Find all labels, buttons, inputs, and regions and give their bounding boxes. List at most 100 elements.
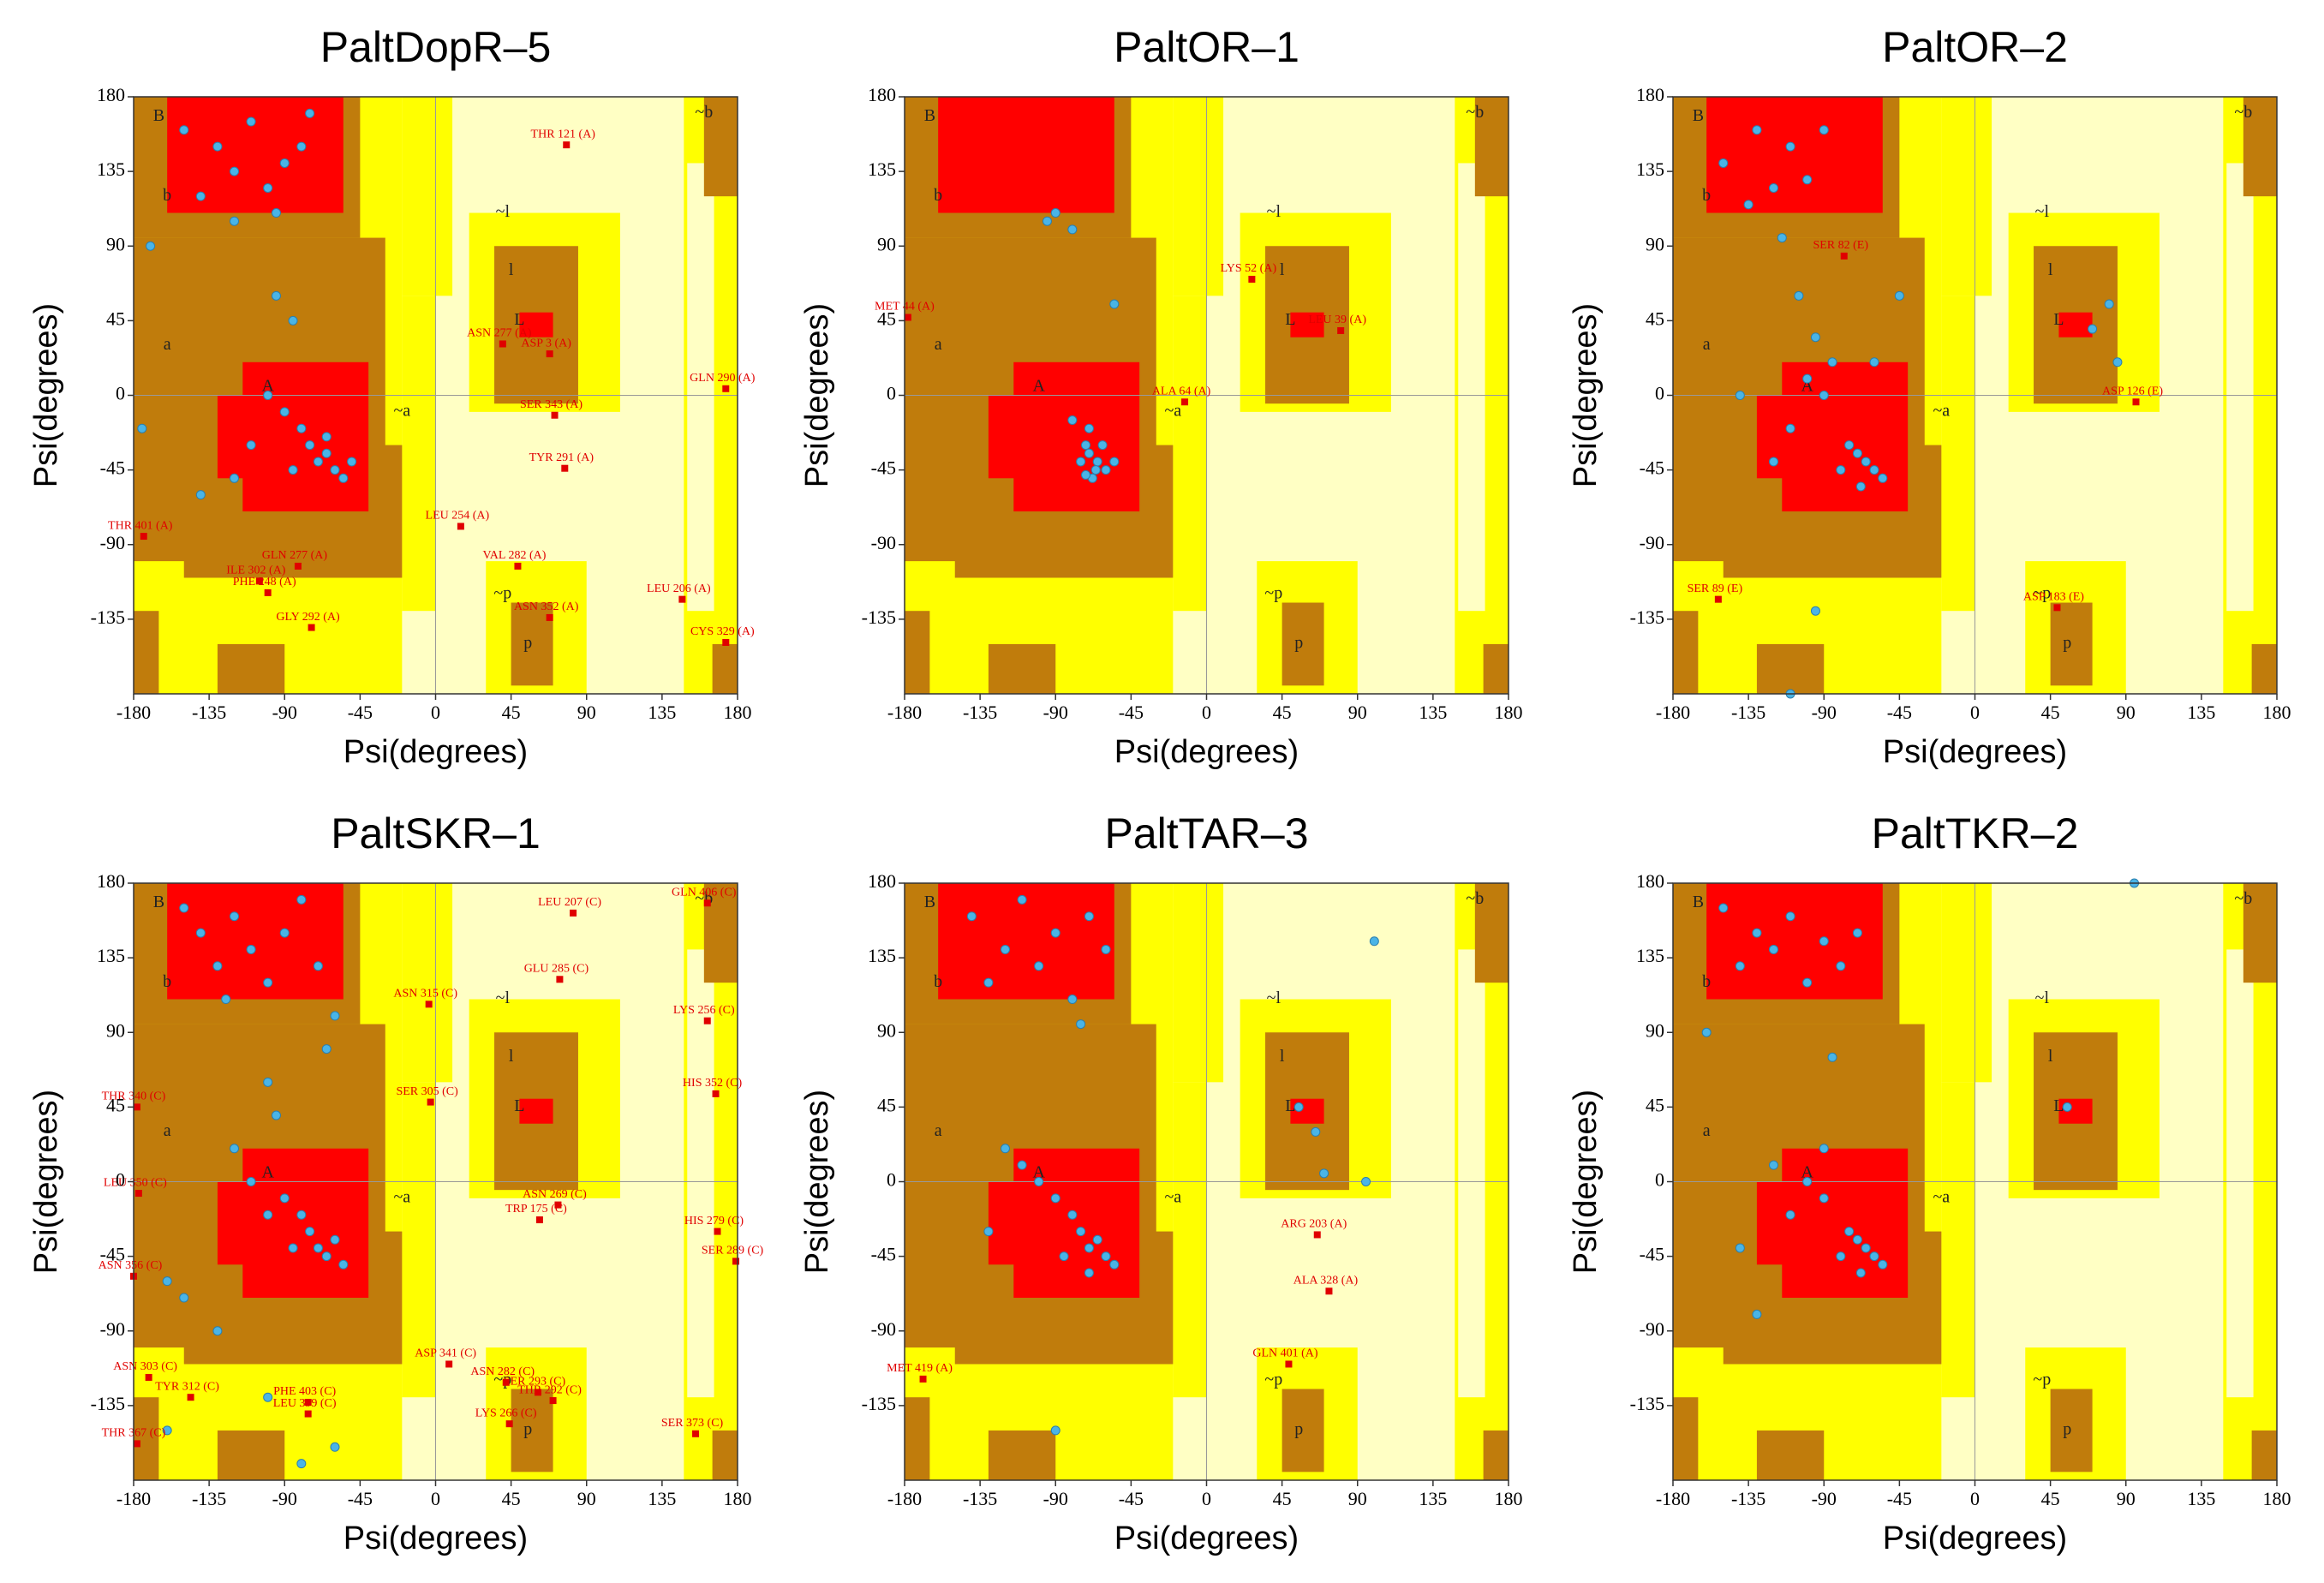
region-label: l (2048, 1047, 2053, 1066)
point (330, 1442, 340, 1452)
point (1894, 290, 1904, 301)
region (938, 97, 1114, 213)
point (1101, 465, 1111, 475)
x-tick-label: 0 (1202, 1488, 1211, 1509)
point (1050, 1425, 1060, 1436)
region (712, 643, 738, 694)
outlier-label: LYS 52 (A) (1221, 262, 1277, 275)
point (1810, 606, 1820, 616)
point (1017, 1160, 1027, 1170)
point (1785, 423, 1795, 433)
point (321, 1044, 332, 1054)
region-label: L (514, 1096, 524, 1115)
region (1290, 1098, 1324, 1124)
region (402, 97, 453, 296)
region (1706, 883, 1883, 1000)
x-tick-label: 135 (2187, 702, 2215, 723)
outlier (692, 1430, 700, 1437)
point (221, 995, 231, 1005)
y-tick-label: -135 (91, 1393, 125, 1414)
region-label: A (1032, 1162, 1045, 1181)
outlier (546, 350, 553, 358)
outlier (703, 1017, 711, 1024)
region (2243, 883, 2277, 983)
point (263, 391, 273, 400)
y-tick-label: -135 (1630, 1393, 1664, 1414)
outlier (502, 1378, 510, 1386)
chart-title: PaltOR–2 (1882, 23, 2068, 71)
outlier (919, 1375, 927, 1383)
outlier (1248, 275, 1256, 283)
x-tick-label: 135 (648, 1488, 676, 1509)
point (321, 432, 332, 442)
point (1076, 457, 1086, 467)
y-tick-label: -90 (100, 532, 125, 553)
chart-title: PaltSKR–1 (331, 809, 541, 857)
outlier (294, 562, 302, 570)
x-tick-label: -135 (963, 1488, 997, 1509)
point (1769, 944, 1778, 954)
point (1319, 1168, 1329, 1179)
x-tick-label: -135 (1731, 702, 1765, 723)
point (1081, 440, 1090, 451)
region (519, 1098, 553, 1124)
region (2058, 1098, 2093, 1124)
point (246, 116, 256, 127)
point (1869, 465, 1879, 475)
region-label: b (934, 186, 942, 205)
outlier-label: ALA 64 (A) (1152, 385, 1211, 397)
outlier-label: GLN 290 (A) (690, 372, 756, 385)
region-label: ~a (393, 1187, 410, 1206)
point (1084, 911, 1094, 922)
point (1067, 1210, 1078, 1220)
region-label: B (924, 106, 935, 125)
x-tick-label: 135 (648, 702, 676, 723)
region (2226, 949, 2254, 1398)
region-label: ~b (2234, 103, 2252, 122)
point (279, 928, 290, 938)
point (1802, 175, 1813, 185)
x-axis-label: Psi(degrees) (344, 734, 528, 770)
region-label: a (1703, 1121, 1711, 1140)
point (1852, 1234, 1862, 1245)
point (1050, 1193, 1060, 1204)
outlier-label: ASN 356 (C) (99, 1259, 163, 1272)
point (1827, 357, 1837, 367)
region-label: ~l (496, 989, 511, 1007)
outlier-label: ASP 183 (E) (2023, 591, 2084, 604)
point (321, 1251, 332, 1262)
region-label: p (2063, 1420, 2071, 1439)
point (1752, 1309, 1762, 1319)
region-label: A (1801, 1162, 1813, 1181)
region-label: ~p (2033, 1370, 2051, 1389)
y-tick-label: -135 (862, 1393, 896, 1414)
outlier-label: PHE 248 (A) (233, 576, 296, 588)
point (263, 977, 273, 988)
y-tick-label: 0 (1655, 383, 1664, 404)
point (1752, 928, 1762, 938)
y-tick-label: 0 (887, 383, 896, 404)
point (230, 1144, 239, 1154)
outlier-label: SER 305 (C) (396, 1085, 458, 1098)
y-tick-label: 90 (1646, 1019, 1664, 1041)
outlier (703, 899, 711, 907)
point (1836, 465, 1846, 475)
point (1718, 158, 1729, 168)
region (1173, 883, 1224, 1083)
outlier-label: ILE 302 (A) (226, 565, 286, 577)
region-label: b (934, 972, 942, 991)
y-tick-label: 90 (877, 233, 896, 254)
point (1050, 208, 1060, 218)
region (217, 643, 285, 694)
x-tick-label: 180 (1495, 1488, 1523, 1509)
outlier-label: THR 121 (A) (531, 128, 596, 140)
point (1819, 391, 1829, 400)
outlier-label: GLU 285 (C) (524, 963, 589, 976)
y-tick-label: -90 (100, 1318, 125, 1340)
point (983, 1227, 994, 1237)
point (212, 141, 223, 152)
x-tick-label: 45 (2041, 1488, 2060, 1509)
region-label: ~l (1267, 202, 1281, 221)
